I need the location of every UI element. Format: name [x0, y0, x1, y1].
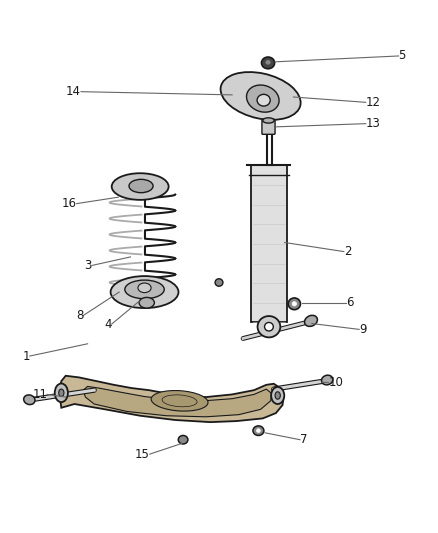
Ellipse shape [292, 302, 297, 306]
Text: 4: 4 [104, 318, 112, 330]
Ellipse shape [138, 283, 151, 293]
Ellipse shape [256, 429, 260, 433]
Ellipse shape [24, 395, 35, 405]
Text: 6: 6 [346, 296, 353, 309]
Ellipse shape [151, 391, 208, 411]
Ellipse shape [275, 392, 280, 399]
Text: 9: 9 [359, 323, 367, 336]
Text: 1: 1 [22, 350, 30, 362]
Ellipse shape [265, 322, 273, 331]
Ellipse shape [263, 118, 274, 123]
Ellipse shape [266, 60, 270, 64]
Text: 8: 8 [76, 309, 83, 322]
Text: 10: 10 [328, 376, 343, 389]
Text: 16: 16 [62, 197, 77, 210]
Polygon shape [251, 165, 287, 322]
Ellipse shape [257, 94, 270, 106]
Ellipse shape [129, 179, 153, 193]
Ellipse shape [221, 72, 300, 120]
Text: 2: 2 [344, 245, 351, 258]
Ellipse shape [253, 426, 264, 435]
Text: 5: 5 [399, 50, 406, 62]
Polygon shape [59, 376, 284, 422]
Ellipse shape [321, 375, 333, 385]
Text: 14: 14 [66, 85, 81, 98]
Text: 7: 7 [300, 433, 307, 446]
Ellipse shape [261, 57, 275, 69]
Ellipse shape [288, 298, 300, 310]
Ellipse shape [139, 297, 154, 308]
Text: 3: 3 [85, 259, 92, 272]
Ellipse shape [271, 387, 284, 404]
Ellipse shape [215, 279, 223, 286]
Ellipse shape [258, 316, 280, 337]
Ellipse shape [178, 435, 188, 444]
Text: 13: 13 [366, 117, 381, 130]
Polygon shape [83, 386, 272, 417]
Text: 12: 12 [366, 96, 381, 109]
Ellipse shape [111, 276, 179, 308]
Ellipse shape [59, 389, 64, 397]
Ellipse shape [304, 316, 318, 326]
Text: 11: 11 [32, 388, 47, 401]
Ellipse shape [55, 384, 68, 402]
Text: 15: 15 [135, 448, 150, 461]
FancyBboxPatch shape [262, 119, 275, 134]
Ellipse shape [247, 85, 279, 112]
Ellipse shape [112, 173, 169, 200]
Ellipse shape [125, 280, 164, 298]
